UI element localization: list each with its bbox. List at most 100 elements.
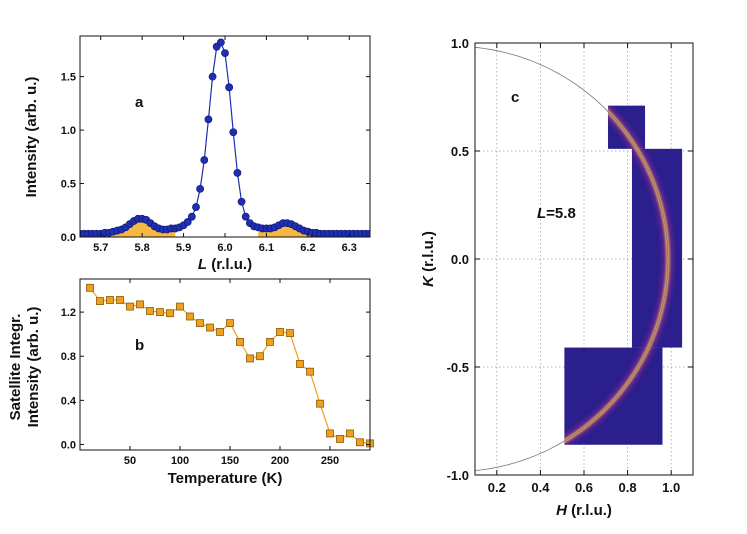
ring-guide-line — [475, 46, 669, 472]
scan-points — [80, 38, 370, 237]
scan-point — [196, 184, 205, 193]
temperature-point — [346, 429, 354, 438]
x-tick-label: 50 — [124, 455, 136, 467]
temperature-points — [86, 283, 374, 448]
temperature-polyline — [89, 287, 370, 444]
panel-c-label: c — [511, 89, 519, 106]
temperature-line — [89, 287, 370, 444]
x-tick-label: 5.7 — [93, 242, 108, 254]
y-tick-label: 0.0 — [451, 252, 469, 267]
temperature-point — [146, 307, 154, 315]
x-tick-label: 1.0 — [662, 480, 680, 495]
scan-point — [233, 168, 242, 177]
panel-a-x-axis-label: L (r.l.u.) — [198, 256, 252, 273]
scan-point — [208, 72, 217, 81]
temperature-point — [266, 337, 274, 346]
panel-a: 5.7 5.8 5.9 6.0 6.1 6.2 6.3 0.0 0.5 1.0 1.5 a L (… — [23, 35, 371, 273]
y-tick-label: 0.4 — [61, 395, 77, 407]
scan-polyline — [80, 41, 370, 235]
intensity-map — [475, 46, 683, 472]
x-tick-label: 5.8 — [134, 242, 149, 254]
temperature-point — [86, 283, 94, 292]
panel-a-x-ticks: 5.7 5.8 5.9 6.0 6.1 6.2 6.3 — [93, 36, 357, 254]
temperature-point — [236, 337, 244, 346]
temperature-point — [286, 329, 294, 337]
panel-c-x-ticks: 0.2 0.4 0.6 0.8 1.0 — [488, 43, 680, 495]
panel-b-label: b — [135, 337, 144, 354]
scan-point — [241, 212, 250, 221]
x-tick-label: 0.4 — [531, 480, 550, 495]
x-tick-label: 0.8 — [619, 480, 637, 495]
scan-point — [229, 128, 238, 137]
scan-point — [216, 38, 225, 47]
panel-c-y-ticks: 1.0 0.5 0.0 -0.5 -1.0 — [447, 36, 693, 483]
x-tick-label: 6.3 — [342, 242, 357, 254]
temperature-point — [336, 435, 344, 443]
panel-b-y-axis-label-line2: Intensity (arb. u.) — [25, 307, 42, 428]
panel-b-x-axis-label: Temperature (K) — [168, 470, 283, 487]
temperature-point — [246, 354, 254, 363]
scan-point — [221, 49, 229, 58]
panel-b-y-ticks: 0.0 0.4 0.8 1.2 — [61, 307, 370, 451]
panel-b-frame — [79, 278, 371, 451]
panel-c-y-axis-label: K (r.l.u.) — [420, 231, 437, 287]
y-tick-label: 1.0 — [451, 36, 469, 51]
x-tick-label: 150 — [221, 455, 239, 467]
temperature-point — [166, 309, 174, 318]
x-tick-label: 5.9 — [176, 242, 191, 254]
satellite-peak-fill-0 — [109, 218, 176, 237]
y-tick-label: 1.0 — [61, 125, 76, 137]
y-tick-label: -0.5 — [447, 360, 469, 375]
temperature-point — [216, 328, 224, 336]
x-tick-label: 0.2 — [488, 480, 506, 495]
temperature-point — [206, 323, 214, 332]
x-tick-label: 200 — [271, 455, 289, 467]
temperature-point — [176, 302, 184, 311]
panel-b: 50 100 150 200 250 0.0 0.4 0.8 1.2 b Temperatur… — [7, 278, 374, 487]
panel-a-y-ticks: 0.0 0.5 1.0 1.5 — [61, 72, 370, 244]
y-tick-label: 0.5 — [61, 179, 76, 191]
y-tick-label: 0.0 — [61, 232, 76, 244]
y-tick-label: -1.0 — [447, 468, 469, 483]
temperature-point — [316, 399, 324, 408]
temperature-point — [226, 319, 234, 328]
scan-point — [237, 197, 246, 206]
temperature-point — [106, 296, 114, 304]
panel-c-x-axis-label: H (r.l.u.) — [556, 502, 612, 519]
panel-c: 0.2 0.4 0.6 0.8 1.0 1.0 0.5 0.0 -0.5 -1.0 c L=5.… — [420, 36, 694, 519]
temperature-point — [196, 319, 204, 328]
temperature-point — [306, 367, 314, 376]
temperature-point — [296, 360, 304, 368]
x-tick-label: 6.2 — [300, 242, 315, 254]
scan-point — [200, 156, 209, 164]
panel-b-y-axis-label-line1: Satellite Integr. — [7, 314, 24, 421]
scan-point — [204, 115, 213, 124]
scan-point — [192, 203, 200, 211]
panel-a-frame — [79, 35, 371, 238]
scan-line — [80, 41, 370, 235]
scan-point — [225, 83, 234, 92]
panel-a-label: a — [135, 94, 144, 111]
temperature-point — [326, 429, 334, 438]
x-tick-label: 250 — [321, 455, 339, 467]
y-tick-label: 1.2 — [61, 307, 76, 319]
temperature-point — [136, 300, 144, 309]
x-tick-label: 0.6 — [575, 480, 593, 495]
temperature-point — [116, 296, 124, 304]
temperature-point — [186, 312, 194, 321]
temperature-point — [96, 297, 104, 305]
scan-point — [187, 212, 196, 221]
x-tick-label: 6.1 — [259, 242, 274, 254]
y-tick-label: 0.8 — [61, 351, 76, 363]
temperature-point — [276, 328, 284, 336]
y-tick-label: 0.5 — [451, 144, 469, 159]
y-tick-label: 1.5 — [61, 72, 76, 84]
panel-a-y-axis-label: Intensity (arb. u.) — [23, 77, 40, 198]
x-tick-label: 100 — [171, 455, 189, 467]
temperature-point — [256, 352, 264, 361]
panel-b-x-ticks: 50 100 150 200 250 — [124, 279, 339, 467]
temperature-point — [126, 302, 134, 311]
x-tick-label: 6.0 — [217, 242, 232, 254]
temperature-point — [156, 308, 164, 316]
